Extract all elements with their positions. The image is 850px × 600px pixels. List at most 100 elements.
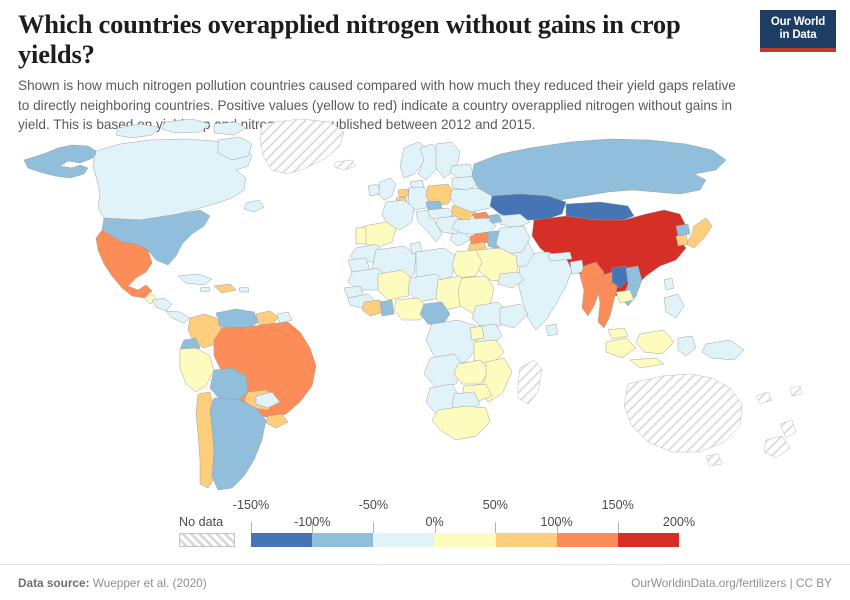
country-hispaniola[interactable] <box>213 283 237 294</box>
legend-no-data-label: No data <box>179 515 224 529</box>
country-peru[interactable] <box>179 347 215 393</box>
country-ivory-coast[interactable] <box>361 299 385 317</box>
country-drc[interactable] <box>425 319 479 367</box>
country-myanmar[interactable] <box>579 261 605 317</box>
country-yemen-oman[interactable] <box>497 271 525 289</box>
country-guyana-suriname[interactable] <box>255 310 279 327</box>
country-java[interactable] <box>629 357 665 369</box>
country-nepal-bhutan[interactable] <box>547 251 573 262</box>
legend-no-data-swatch[interactable] <box>179 533 235 547</box>
country-cambodia[interactable] <box>615 289 635 304</box>
country-poland[interactable] <box>425 183 455 207</box>
country-turkey[interactable] <box>451 217 497 235</box>
country-bolivia[interactable] <box>209 367 249 403</box>
map-countries <box>23 118 803 491</box>
data-source-value: Wuepper et al. (2020) <box>92 576 207 590</box>
country-puerto-rico[interactable] <box>238 286 250 293</box>
country-malaysia[interactable] <box>607 327 629 340</box>
country-cuba[interactable] <box>177 273 213 286</box>
country-new-zealand-north[interactable] <box>779 419 797 439</box>
country-laos[interactable] <box>611 265 631 289</box>
country-new-caledonia[interactable] <box>755 391 773 405</box>
legend-label-150pct: 150% <box>601 498 634 512</box>
country-canada-arctic-3[interactable] <box>213 121 247 136</box>
country-sri-lanka[interactable] <box>545 323 559 337</box>
world-map-svg[interactable] <box>0 108 850 493</box>
country-canada[interactable] <box>92 138 253 221</box>
country-azerbaijan[interactable] <box>487 213 503 225</box>
legend-color-bar[interactable] <box>251 533 679 547</box>
country-costa-rica-panama[interactable] <box>165 310 191 324</box>
country-north-korea[interactable] <box>675 223 691 237</box>
country-canada-arctic-1[interactable] <box>115 123 159 139</box>
legend-label-200pct: 200% <box>662 515 696 529</box>
country-kazakhstan[interactable] <box>489 193 567 221</box>
legend-swatch-1[interactable] <box>312 533 374 547</box>
country-papua-new-guinea[interactable] <box>701 339 745 361</box>
country-portugal[interactable] <box>355 226 367 245</box>
data-source: Data source: Wuepper et al. (2020) <box>18 576 207 590</box>
country-ethiopia[interactable] <box>471 301 509 329</box>
country-tasmania[interactable] <box>705 453 723 467</box>
world-map[interactable] <box>0 108 850 493</box>
attribution-link[interactable]: OurWorldinData.org/fertilizers | CC BY <box>631 576 832 590</box>
country-ghana[interactable] <box>379 299 395 317</box>
country-germany[interactable] <box>407 186 431 211</box>
country-iceland[interactable] <box>333 159 357 171</box>
country-greenland[interactable] <box>259 118 345 175</box>
country-honduras-nicaragua[interactable] <box>151 297 173 312</box>
country-jamaica[interactable] <box>199 286 211 293</box>
country-united-kingdom[interactable] <box>377 177 397 201</box>
legend-label-neg100pct: -100% <box>294 515 331 529</box>
country-sumatra[interactable] <box>605 337 637 359</box>
country-baltics[interactable] <box>449 163 475 179</box>
country-uzbekistan[interactable] <box>497 213 531 229</box>
country-south-africa[interactable] <box>431 405 491 441</box>
legend-tick-mark-5 <box>556 522 558 533</box>
country-nigeria[interactable] <box>393 297 429 321</box>
country-japan[interactable] <box>685 217 713 249</box>
legend-swatch-0[interactable] <box>251 533 313 547</box>
legend-swatch-2[interactable] <box>373 533 435 547</box>
country-falkland[interactable] <box>255 391 281 409</box>
legend-inner: No data -150% -100% -50% 0% 50% 100% 150% 200% <box>0 496 850 554</box>
country-czechia[interactable] <box>425 200 443 211</box>
country-ireland[interactable] <box>367 183 381 197</box>
country-sulawesi[interactable] <box>677 335 697 357</box>
legend-label-0pct: 0% <box>425 515 444 529</box>
country-canada-baffin[interactable] <box>217 136 253 161</box>
owid-logo[interactable]: Our World in Data <box>760 10 836 52</box>
legend-swatch-3[interactable] <box>434 533 496 547</box>
country-french-guiana[interactable] <box>276 311 293 324</box>
country-angola[interactable] <box>423 353 465 389</box>
country-france[interactable] <box>381 199 415 231</box>
country-egypt[interactable] <box>451 249 483 279</box>
country-uganda[interactable] <box>469 325 485 341</box>
country-fiji[interactable] <box>789 385 803 397</box>
country-zambia[interactable] <box>453 359 491 385</box>
country-netherlands[interactable] <box>397 188 410 198</box>
country-iran[interactable] <box>495 225 531 255</box>
country-alaska[interactable] <box>23 144 97 179</box>
country-australia[interactable] <box>623 373 743 453</box>
legend-tick-mark-2 <box>373 522 375 533</box>
country-taiwan[interactable] <box>663 277 675 291</box>
country-mexico[interactable] <box>95 229 153 299</box>
country-argentina[interactable] <box>209 397 267 491</box>
legend-swatch-5[interactable] <box>556 533 618 547</box>
country-philippines[interactable] <box>663 293 685 319</box>
country-canada-arctic-2[interactable] <box>161 118 211 134</box>
country-madagascar[interactable] <box>517 359 543 405</box>
country-borneo[interactable] <box>635 329 675 355</box>
country-russia[interactable] <box>471 138 727 203</box>
legend-swatch-6[interactable] <box>617 533 679 547</box>
country-new-zealand-south[interactable] <box>763 435 791 459</box>
country-canada-newfoundland[interactable] <box>243 199 265 213</box>
country-venezuela[interactable] <box>215 308 259 333</box>
country-somalia[interactable] <box>499 303 529 329</box>
country-mali[interactable] <box>377 269 415 301</box>
legend-swatch-4[interactable] <box>495 533 557 547</box>
country-uruguay[interactable] <box>265 413 289 429</box>
country-tanzania[interactable] <box>473 339 505 365</box>
country-sweden[interactable] <box>417 143 441 181</box>
